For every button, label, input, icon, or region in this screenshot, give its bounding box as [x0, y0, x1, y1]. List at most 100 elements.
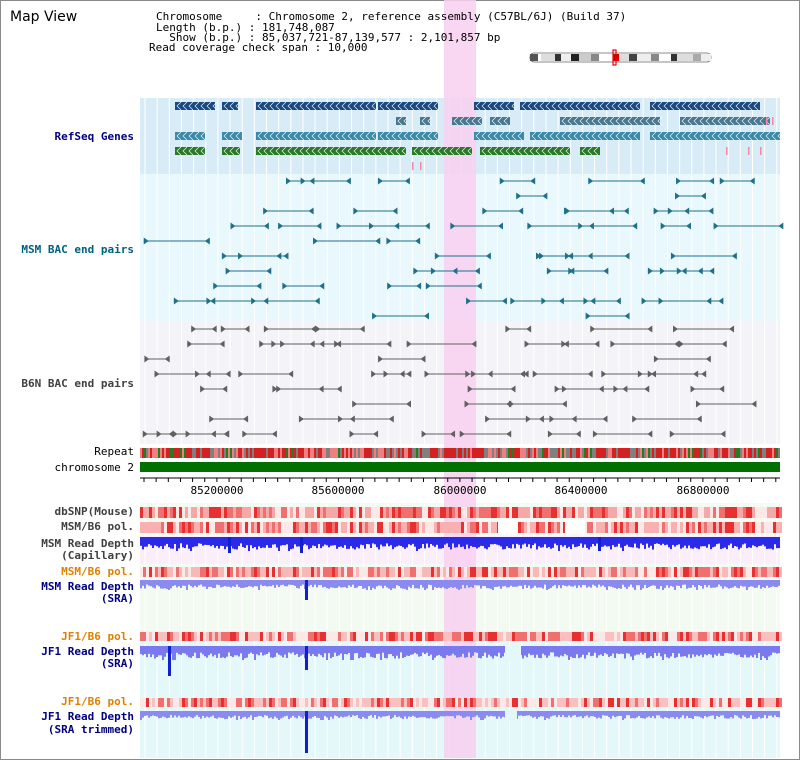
repeat-segment — [426, 448, 428, 458]
msm-cap-depth — [418, 537, 420, 550]
jf1-trim-depth — [266, 711, 268, 716]
gene-strand-mark — [617, 101, 623, 111]
jf1-sra-depth — [216, 646, 218, 658]
msm-pol2-cell — [779, 567, 782, 577]
gene-strand-mark — [359, 131, 365, 141]
msm-cap-depth — [244, 537, 246, 548]
msm-pol-cell — [464, 522, 467, 533]
track-label-msm-bac[interactable]: MSM BAC end pairs — [21, 243, 134, 256]
jf1-sra-depth — [412, 646, 414, 655]
jf1-sra-depth — [712, 646, 714, 658]
b6n-bac-pair-end — [172, 430, 178, 438]
jf1-trim-depth — [248, 711, 250, 718]
jf1-pol2-cell — [176, 698, 179, 707]
jf1-pol-cell — [428, 632, 431, 641]
jf1-pol2-cell — [305, 698, 308, 707]
jf1-trim-depth — [188, 711, 190, 717]
msm-bac-pair-end — [430, 267, 436, 275]
track-label-jf1-b6-pol-2[interactable]: JF1/B6 pol. — [61, 695, 134, 708]
b6n-bac-pair-end — [696, 415, 702, 423]
msm-cap-depth — [268, 537, 270, 548]
jf1-pol2-cell — [755, 698, 758, 707]
track-label-msm-b6-pol-2[interactable]: MSM/B6 pol. — [61, 565, 134, 578]
msm-sra-depth — [258, 580, 260, 590]
track-label-jf1-depth-sra[interactable]: JF1 Read Depth — [41, 645, 134, 658]
dbsnp-cell — [344, 507, 347, 518]
dbsnp-cell — [179, 507, 182, 518]
jf1-pol-cell — [338, 632, 341, 641]
msm-pol2-cell — [680, 567, 683, 577]
msm-pol-cell — [278, 522, 281, 533]
gene-strand-mark — [497, 116, 503, 126]
jf1-sra-depth — [492, 646, 494, 659]
ideogram-band — [651, 54, 659, 61]
msm-cap-depth — [374, 537, 376, 545]
msm-cap-depth — [566, 537, 568, 549]
msm-cap-depth — [584, 537, 586, 545]
track-label-msm-depth-capillary[interactable]: MSM Read Depth — [41, 537, 134, 550]
jf1-trim-depth — [254, 711, 256, 718]
msm-sra-depth — [146, 580, 148, 585]
jf1-trim-depth — [378, 711, 380, 717]
dbsnp-cell — [488, 507, 491, 518]
jf1-sra-depth — [766, 646, 768, 660]
dbsnp-cell — [248, 507, 251, 518]
repeat-segment — [148, 448, 150, 458]
jf1-trim-depth — [440, 711, 442, 717]
track-label-jf1-depth-trimmed[interactable]: JF1 Read Depth — [41, 710, 134, 723]
msm-cap-depth — [538, 537, 540, 547]
jf1-trim-depth — [640, 711, 642, 718]
jf1-sra-depth — [622, 646, 624, 654]
repeat-segment — [716, 448, 718, 458]
track-label-refseq[interactable]: RefSeq Genes — [54, 130, 134, 143]
msm-cap-depth — [238, 537, 240, 547]
dbsnp-cell — [731, 507, 734, 518]
track-label-msm-depth-sra[interactable]: MSM Read Depth — [41, 580, 134, 593]
jf1-pol2-cell — [461, 698, 464, 707]
msm-cap-depth — [142, 537, 144, 550]
jf1-pol-cell — [533, 632, 536, 641]
jf1-pol2-cell — [446, 698, 449, 707]
msm-bac-pair-end — [266, 267, 272, 275]
jf1-pol2-cell — [509, 698, 512, 707]
msm-cap-depth — [140, 537, 142, 546]
jf1-pol2-cell — [428, 698, 431, 707]
repeat-segment — [556, 448, 558, 458]
msm-sra-depth — [140, 580, 142, 589]
dbsnp-cell — [482, 507, 485, 518]
jf1-pol2-cell — [746, 698, 749, 707]
ideogram-band — [659, 54, 671, 61]
b6n-bac-pair-end — [510, 385, 516, 393]
msm-pol-cell — [149, 522, 152, 533]
repeat-segment — [242, 448, 244, 458]
gene-strand-mark — [397, 116, 403, 126]
track-label-dbsnp[interactable]: dbSNP(Mouse) — [54, 505, 134, 518]
jf1-pol-cell — [149, 632, 152, 641]
jf1-pol2-cell — [587, 698, 590, 707]
jf1-sra-depth — [232, 646, 234, 658]
b6n-bac-pair-end — [721, 340, 727, 348]
msm-pol2-cell — [374, 567, 377, 577]
gene-block — [420, 117, 430, 125]
jf1-pol2-cell — [386, 698, 389, 707]
track-label-msm-b6-pol[interactable]: MSM/B6 pol. — [61, 520, 134, 533]
repeat-segment — [484, 448, 486, 458]
track-label-jf1-b6-pol[interactable]: JF1/B6 pol. — [61, 630, 134, 643]
jf1-trim-depth — [180, 711, 182, 718]
msm-cap-depth — [626, 537, 628, 545]
jf1-sra-depth — [482, 646, 484, 657]
msm-pol2-cell — [458, 567, 461, 577]
msm-sra-depth — [168, 580, 170, 590]
track-label-chromosome[interactable]: chromosome 2 — [54, 461, 134, 474]
repeat-segment — [294, 448, 296, 458]
msm-bac-pair-end — [603, 267, 609, 275]
b6n-bac-pair-end — [524, 340, 530, 348]
repeat-segment — [570, 448, 572, 458]
msm-sra-depth — [650, 580, 652, 587]
repeat-segment — [640, 448, 642, 458]
msm-sra-depth — [198, 580, 200, 586]
track-label-repeat[interactable]: Repeat — [94, 445, 134, 458]
track-label-b6n-bac[interactable]: B6N BAC end pairs — [21, 377, 134, 390]
jf1-trim-depth — [242, 711, 244, 718]
